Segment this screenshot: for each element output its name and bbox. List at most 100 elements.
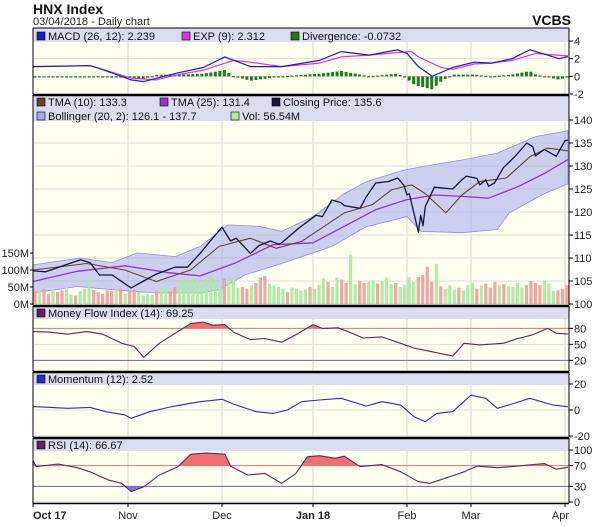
volume-bar-up	[385, 277, 389, 304]
y-tick-label: 30	[574, 481, 586, 493]
volume-bar-down	[101, 293, 105, 304]
divergence-bar	[285, 75, 289, 78]
divergence-bar	[340, 71, 344, 77]
volume-bar-up	[249, 285, 254, 304]
volume-bar-down	[308, 287, 312, 304]
divergence-bar	[65, 76, 69, 78]
volume-bar-down	[73, 295, 78, 304]
divergence-bar	[168, 74, 172, 77]
divergence-bar	[204, 73, 208, 77]
volume-bar-up	[114, 289, 118, 304]
divergence-bar	[367, 76, 371, 78]
rsi-line	[32, 452, 568, 493]
volume-bar-down	[538, 285, 542, 304]
divergence-bar	[389, 74, 393, 77]
volume-bar-up	[231, 279, 235, 304]
divergence-bar	[272, 76, 276, 78]
momentum-gridlines	[32, 385, 569, 437]
chart-subtitle: 03/04/2018 - Daily chart	[33, 16, 150, 28]
volume-bar-up	[281, 288, 285, 304]
volume-bar-up	[461, 290, 465, 304]
volume-legend-label: Vol: 56.54M	[242, 111, 300, 123]
divergence-bar	[47, 76, 51, 78]
volume-tick-label: 50M	[8, 282, 29, 294]
volume-bar-up	[51, 289, 55, 304]
x-axis-label: Jan 18	[296, 510, 330, 522]
volume-bar-up	[367, 281, 371, 304]
divergence-bar	[141, 76, 145, 79]
volume-bar-down	[533, 282, 538, 304]
divergence-bar	[78, 76, 82, 78]
divergence-bar	[421, 76, 425, 88]
divergence-bar	[488, 76, 492, 78]
volume-bar-up	[452, 289, 456, 304]
volume-bar-up	[186, 279, 190, 304]
volume-bar-up	[227, 276, 231, 304]
divergence-bar	[335, 71, 339, 77]
divergence-bar	[556, 76, 560, 80]
macd-legend-label: MACD (26, 12): 2.239	[48, 31, 155, 43]
volume-bar-down	[439, 286, 443, 304]
divergence-bar	[146, 76, 150, 78]
x-axis-label: Mar	[462, 510, 481, 522]
volume-bar-down	[565, 285, 569, 304]
divergence-bar	[466, 74, 470, 77]
volume-bar-down	[258, 277, 263, 304]
volume-bar-down	[457, 287, 461, 304]
volume-bar-up	[330, 287, 335, 304]
mfi-line	[32, 321, 568, 358]
divergence-bar	[304, 74, 308, 77]
volume-bar-up	[515, 282, 520, 304]
volume-bar-down	[394, 282, 398, 304]
volume-bar-up	[182, 280, 186, 304]
y-tick-label: 125	[574, 184, 592, 196]
volume-bar-down	[128, 291, 132, 304]
rsi-legend: RSI (14): 66.67	[36, 440, 123, 452]
volume-bar-up	[470, 282, 474, 304]
volume-bar-down	[344, 282, 348, 304]
mfi-legend-band	[33, 306, 569, 319]
volume-bar-down	[358, 280, 362, 304]
divergence-bar	[92, 76, 96, 78]
exp-legend-label: EXP (9): 2.312	[193, 31, 265, 43]
divergence-bar	[502, 75, 506, 77]
y-tick-label: 100	[574, 299, 592, 311]
volume-bar-up	[177, 281, 181, 304]
volume-bar-down	[46, 293, 51, 304]
volume-bar-up	[164, 287, 168, 304]
volume-bar-up	[506, 286, 510, 304]
x-axis-label: Oct 17	[33, 510, 67, 522]
momentum-line	[32, 394, 568, 423]
y-tick-label: 140	[574, 115, 592, 127]
mfi-swatch	[36, 308, 46, 318]
volume-bar-up	[141, 295, 145, 304]
y-tick-label: 105	[574, 276, 592, 288]
volume-bar-down	[245, 288, 249, 304]
divergence-bar	[322, 73, 326, 77]
divergence-bar	[331, 72, 335, 77]
divergence-bar	[132, 76, 136, 79]
divergence-bar	[362, 75, 366, 77]
volume-bar-down	[105, 290, 109, 304]
divergence-bar	[457, 74, 461, 77]
divergence-bar	[218, 70, 222, 77]
volume-bar-up	[479, 285, 483, 304]
divergence-bar	[308, 74, 312, 77]
divergence-bar	[371, 75, 375, 78]
divergence-bar	[227, 72, 231, 77]
divergence-bar	[240, 76, 244, 79]
divergence-bar	[506, 74, 510, 77]
volume-bar-up	[218, 285, 222, 304]
divergence-bar	[150, 76, 154, 78]
volume-bar-up	[78, 291, 82, 304]
momentum-legend-label: Momentum (12): 2.52	[48, 374, 153, 386]
volume-bar-up	[276, 287, 281, 304]
divergence-bar	[137, 76, 141, 79]
volume-tick-label: 150M	[1, 248, 29, 260]
volume-bar-up	[448, 285, 452, 304]
volume-bar-down	[416, 276, 420, 304]
volume-bar-up	[123, 293, 127, 304]
volume-bar-down	[493, 281, 497, 304]
price-legend-band	[33, 95, 569, 121]
